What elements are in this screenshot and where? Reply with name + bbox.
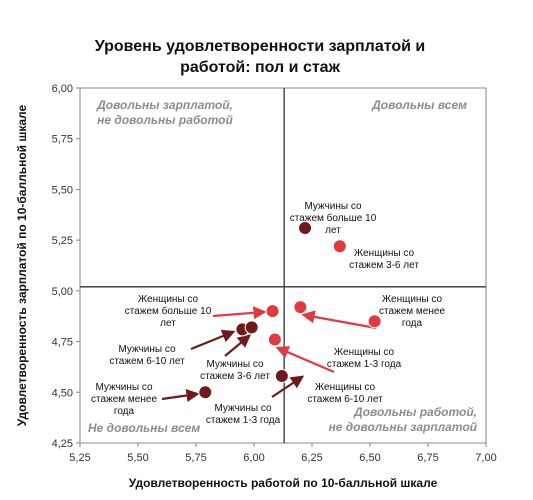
annotation-label: стажем 3-6 лет (349, 260, 419, 271)
annotation-label: стажем менее (379, 306, 445, 317)
annotation-label: Женщины со (382, 294, 443, 305)
annotation-label: Женщины со (315, 382, 376, 393)
annotation-label: стажем менее (91, 394, 157, 405)
annotation-label: стажем 1-3 года (327, 359, 402, 370)
annotation-label: года (402, 318, 423, 329)
annotation-label: лет (160, 318, 176, 329)
y-tick-label: 5,25 (52, 235, 73, 247)
y-tick-label: 5,75 (52, 134, 73, 146)
annotation-label: года (114, 406, 135, 417)
chart-title-line-1: Уровень удовлетворенности зарплатой и (94, 38, 426, 55)
annotation-arrow (275, 346, 335, 374)
point-women (293, 300, 308, 315)
x-tick-label: 6,75 (417, 452, 438, 464)
annotation-label: Мужчины со (118, 344, 176, 355)
x-tick-label: 5,75 (185, 452, 206, 464)
annotation-arrow (271, 375, 305, 398)
point-men (244, 320, 259, 335)
point-women (367, 314, 382, 329)
point-women (267, 332, 282, 347)
annotation-arrow (190, 329, 236, 351)
x-axis-label: Удовлетворенность работой по 10-балльной… (129, 476, 438, 490)
annotation-label: стажем 3-6 лет (200, 371, 270, 382)
x-tick-label: 6,00 (243, 452, 264, 464)
point-men (298, 220, 313, 235)
annotation-label: стажем больше 10 (125, 305, 212, 317)
annotation-label: лет (325, 225, 341, 236)
quadrant-label-bottom-left: Не довольны всем (88, 421, 200, 435)
annotation-label: Женщины со (354, 248, 415, 259)
quadrant-label-bottom-right: не довольны зарплатой (329, 420, 478, 434)
quadrant-label-top-right: Довольны всем (371, 98, 467, 112)
x-tick-label: 5,50 (127, 452, 148, 464)
annotation-label: стажем 1-3 года (206, 415, 281, 426)
y-tick-label: 4,25 (52, 438, 73, 450)
point-men (198, 385, 213, 400)
x-tick-label: 6,50 (359, 452, 380, 464)
y-tick-label: 5,50 (52, 184, 73, 196)
annotation-label: Мужчины со (206, 359, 264, 370)
y-tick-label: 6,00 (52, 83, 73, 95)
x-tick-label: 7,00 (475, 452, 496, 464)
point-men (274, 369, 289, 384)
point-women (265, 304, 280, 319)
annotation-arrow (212, 306, 267, 320)
annotation-arrow (161, 388, 200, 403)
annotation-label: Мужчины со (214, 403, 272, 414)
annotation-label: Мужчины со (95, 382, 153, 393)
y-tick-label: 5,00 (52, 286, 73, 298)
annotation-label: стажем 6-10 лет (109, 356, 185, 367)
y-axis-label: Удовлетворенность зарплатой по 10-балльн… (15, 104, 29, 426)
point-women (332, 239, 347, 254)
x-tick-label: 5,25 (69, 452, 90, 464)
plot-area-frame (79, 87, 487, 444)
annotation-label: стажем 6-10 лет (307, 394, 383, 405)
y-tick-label: 4,50 (52, 387, 73, 399)
quadrant-label-bottom-right: Довольны работой, (353, 405, 477, 419)
y-tick-label: 4,75 (52, 337, 73, 349)
chart-title-line-2: работой: пол и стаж (180, 59, 340, 76)
annotation-arrow (301, 310, 377, 330)
annotation-arrow (224, 334, 252, 357)
annotation-label: Женщины со (138, 294, 199, 305)
x-tick-label: 6,25 (301, 452, 322, 464)
annotation-label: Женщины со (334, 347, 395, 358)
quadrant-label-top-left: не довольны работой (97, 113, 233, 127)
annotation-label: стажем больше 10 (290, 212, 377, 224)
annotation-label: Мужчины со (304, 201, 362, 212)
quadrant-label-top-left: Довольны зарплатой, (96, 98, 233, 112)
